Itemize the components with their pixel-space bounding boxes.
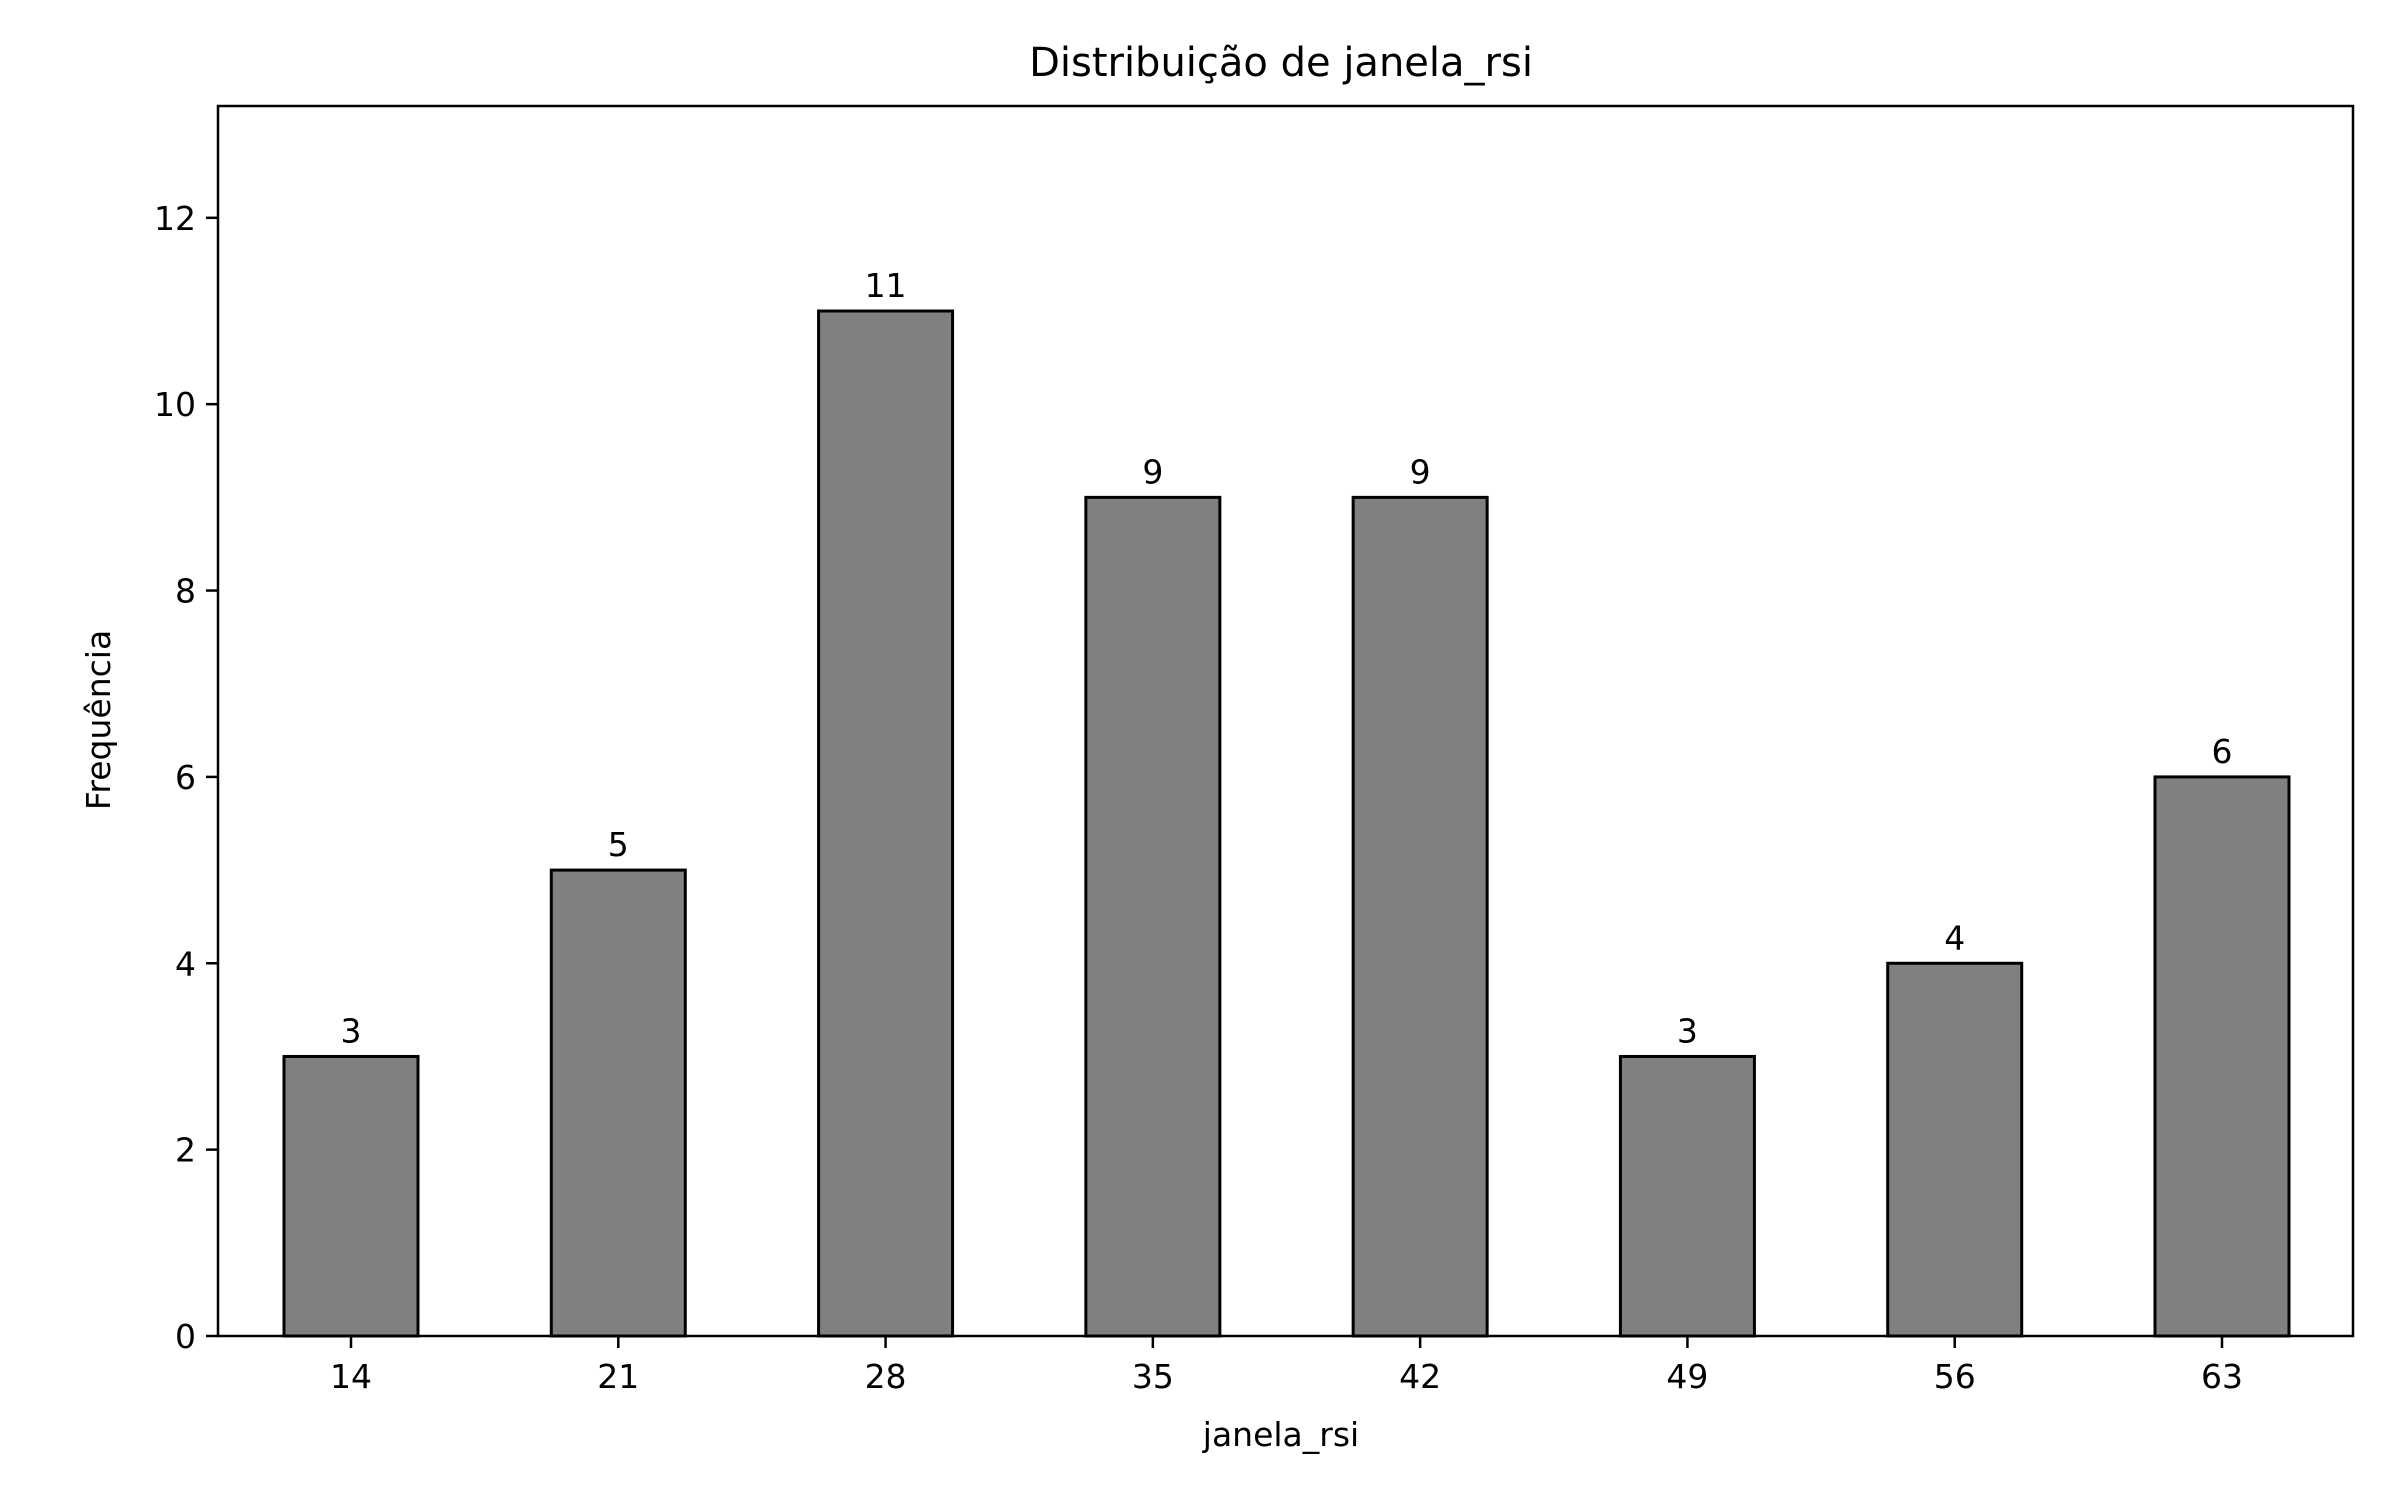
y-tick-label-6: 6	[175, 758, 196, 797]
data-label-63: 6	[2212, 732, 2233, 771]
y-tick-label-0: 0	[175, 1317, 196, 1356]
y-tick-label-2: 2	[175, 1131, 196, 1170]
bar-56	[1886, 961, 2024, 1338]
x-tick-label-63: 63	[2201, 1357, 2243, 1396]
x-tick-label-56: 56	[1934, 1357, 1976, 1396]
x-axis-label: janela_rsi	[1202, 1415, 1359, 1454]
bar-35	[1084, 495, 1222, 1338]
x-tick-label-14: 14	[330, 1357, 372, 1396]
y-tick-label-12: 12	[154, 199, 196, 238]
data-label-14: 3	[341, 1011, 362, 1050]
bar-42	[1351, 495, 1489, 1338]
bar-21	[549, 868, 687, 1338]
data-label-28: 11	[865, 266, 907, 305]
data-label-49: 3	[1677, 1011, 1698, 1050]
bars-layer	[282, 309, 2291, 1338]
x-tick-label-35: 35	[1132, 1357, 1174, 1396]
x-tick-label-28: 28	[865, 1357, 907, 1396]
plot-frame	[216, 104, 2355, 1338]
bar-14	[282, 1054, 420, 1338]
y-axis-label: Frequência	[79, 630, 118, 810]
y-tick-label-8: 8	[175, 572, 196, 611]
x-tick-label-49: 49	[1666, 1357, 1708, 1396]
bar-28	[817, 309, 955, 1338]
y-tick-label-10: 10	[154, 385, 196, 424]
bar-63	[2153, 775, 2291, 1338]
y-axis: 0 2 4 6 8 10 12	[154, 199, 218, 1356]
chart-title: Distribuição de janela_rsi	[1029, 40, 1533, 86]
bar-49	[1618, 1054, 1756, 1338]
data-label-56: 4	[1944, 918, 1965, 957]
data-label-42: 9	[1410, 452, 1431, 491]
x-tick-label-21: 21	[597, 1357, 639, 1396]
data-label-21: 5	[608, 825, 629, 864]
data-label-35: 9	[1142, 452, 1163, 491]
x-tick-label-42: 42	[1399, 1357, 1441, 1396]
x-axis: 14 21 28 35 42 49 56 63	[330, 1336, 2243, 1396]
y-tick-label-4: 4	[175, 944, 196, 983]
data-labels-layer: 3 5 11 9 9 3 4 6	[341, 266, 2233, 1050]
